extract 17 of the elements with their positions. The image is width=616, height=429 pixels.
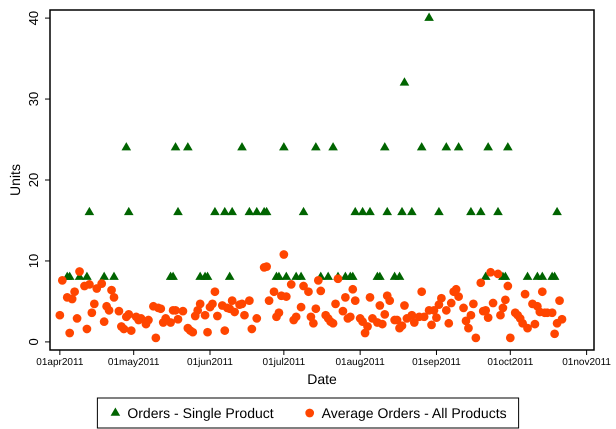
x-tick-label: 01jul2011 (262, 357, 306, 368)
x-tick-label: 01aug2011 (336, 357, 386, 368)
y-tick-label: 10 (26, 254, 41, 268)
x-tick-label: 01nov2011 (562, 357, 612, 368)
x-tick-label: 01oct2011 (487, 357, 534, 368)
legend-label: Average Orders - All Products (322, 405, 507, 421)
y-tick-label: 20 (26, 172, 41, 188)
x-tick-label: 01apr2011 (36, 357, 84, 368)
y-tick-label: 30 (26, 92, 41, 106)
legend-label: Orders - Single Product (127, 405, 274, 421)
y-axis-title: Units (7, 164, 23, 196)
y-tick-label: 0 (26, 338, 41, 346)
y-tick-label: 40 (26, 10, 41, 26)
x-tick-label: 01may2011 (108, 357, 160, 368)
x-tick-label: 01sep2011 (412, 357, 462, 368)
x-axis-title: Date (307, 371, 337, 387)
x-tick-label: 01jun2011 (187, 357, 234, 368)
